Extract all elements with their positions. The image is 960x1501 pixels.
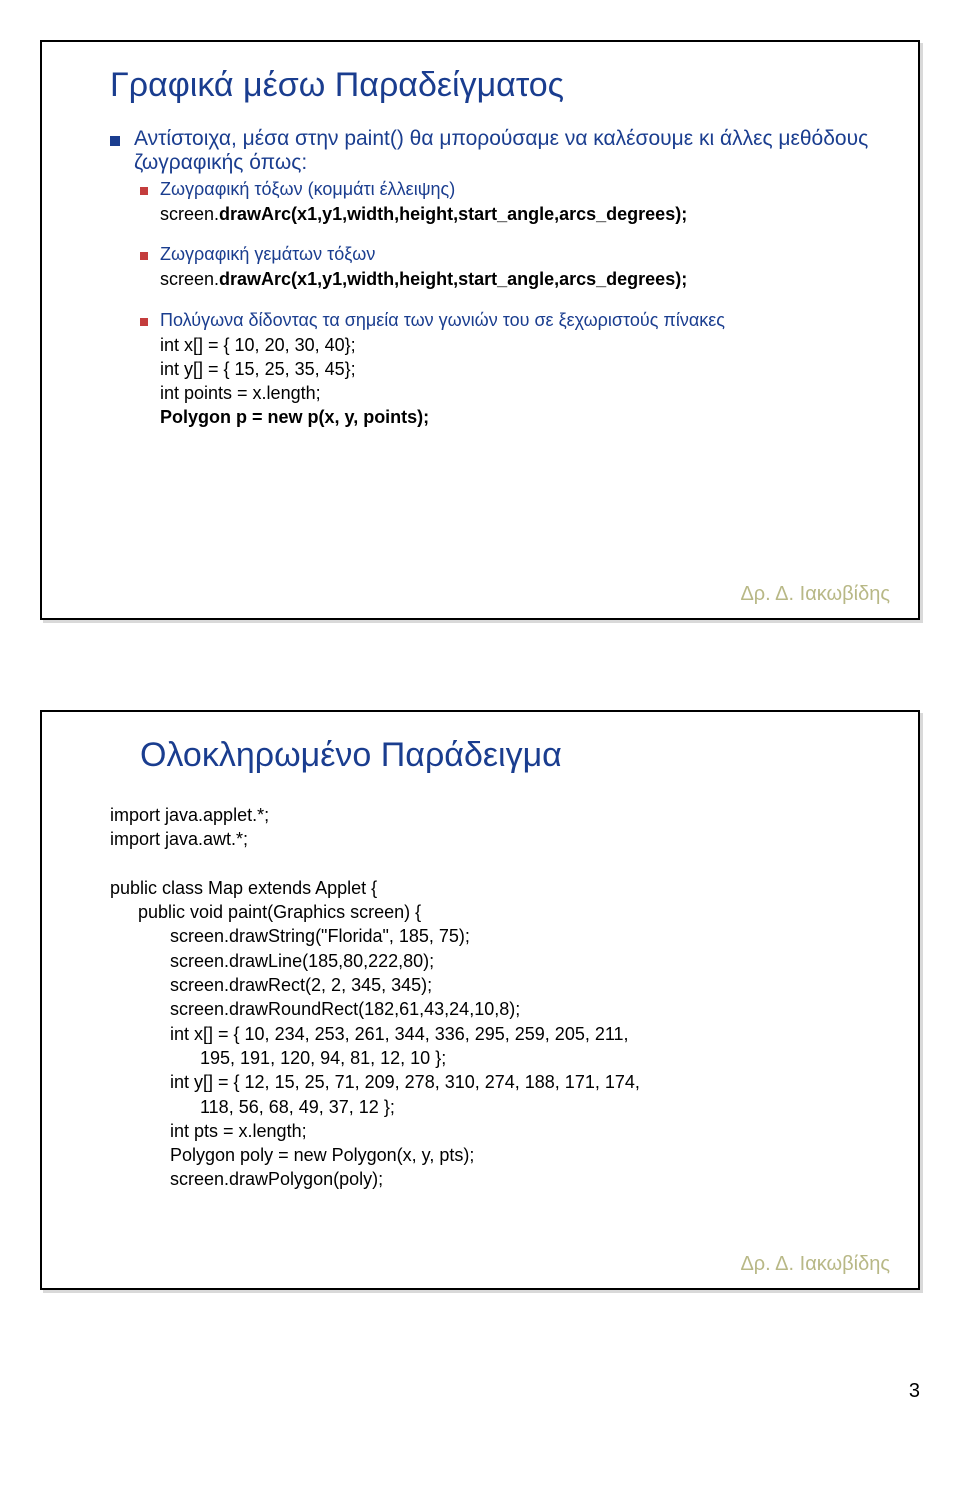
code-line: screen.drawLine(185,80,222,80); bbox=[110, 949, 890, 973]
square-icon bbox=[140, 318, 148, 326]
code-line: 118, 56, 68, 49, 37, 12 }; bbox=[110, 1095, 890, 1119]
code-block: import java.applet.*; import java.awt.*;… bbox=[110, 803, 890, 1192]
code-text-bold: drawArc(x1,y1,width,height,start_angle,a… bbox=[219, 269, 687, 289]
bullet-text: Ζωγραφική γεμάτων τόξων bbox=[160, 244, 375, 265]
code-fillarc: screen.drawArc(x1,y1,width,height,start_… bbox=[160, 267, 890, 291]
slide-content: Αντίστοιχα, μέσα στην paint() θα μπορούσ… bbox=[110, 127, 890, 430]
code-text: screen. bbox=[160, 204, 219, 224]
code-line: int y[] = { 15, 25, 35, 45}; bbox=[160, 359, 356, 379]
code-arc: screen.drawArc(x1,y1,width,height,start_… bbox=[160, 202, 890, 226]
code-line: int x[] = { 10, 234, 253, 261, 344, 336,… bbox=[110, 1022, 890, 1046]
code-line: Polygon poly = new Polygon(x, y, pts); bbox=[110, 1143, 890, 1167]
code-line: int y[] = { 12, 15, 25, 71, 209, 278, 31… bbox=[110, 1070, 890, 1094]
code-text: screen. bbox=[160, 269, 219, 289]
author-label: Δρ. Δ. Ιακωβίδης bbox=[740, 1253, 890, 1276]
bullet-fillarcs: Ζωγραφική γεμάτων τόξων bbox=[140, 244, 890, 265]
square-icon bbox=[140, 187, 148, 195]
intro-text: Αντίστοιχα, μέσα στην paint() θα μπορούσ… bbox=[134, 127, 890, 175]
code-line: int points = x.length; bbox=[160, 383, 321, 403]
code-line: public void paint(Graphics screen) { bbox=[110, 900, 890, 924]
code-polygon: int x[] = { 10, 20, 30, 40}; int y[] = {… bbox=[160, 333, 890, 430]
square-icon bbox=[140, 252, 148, 260]
slide-1: Γραφικά μέσω Παραδείγματος Αντίστοιχα, μ… bbox=[40, 40, 920, 620]
code-line: screen.drawRoundRect(182,61,43,24,10,8); bbox=[110, 997, 890, 1021]
slide-2: Ολοκληρωμένο Παράδειγμα import java.appl… bbox=[40, 710, 920, 1290]
code-line: 195, 191, 120, 94, 81, 12, 10 }; bbox=[110, 1046, 890, 1070]
square-icon bbox=[110, 136, 120, 146]
slide-title: Ολοκληρωμένο Παράδειγμα bbox=[140, 736, 890, 775]
code-text-bold: drawArc(x1,y1,width,height,start_angle,a… bbox=[219, 204, 687, 224]
code-line: public class Map extends Applet { bbox=[110, 878, 377, 898]
bullet-intro: Αντίστοιχα, μέσα στην paint() θα μπορούσ… bbox=[110, 127, 890, 175]
code-line: int pts = x.length; bbox=[110, 1119, 890, 1143]
bullet-text: Πολύγωνα δίδοντας τα σημεία των γωνιών τ… bbox=[160, 310, 725, 331]
code-line: screen.drawString("Florida", 185, 75); bbox=[110, 924, 890, 948]
code-line: int x[] = { 10, 20, 30, 40}; bbox=[160, 335, 356, 355]
bullet-polygon: Πολύγωνα δίδοντας τα σημεία των γωνιών τ… bbox=[140, 310, 890, 331]
code-line: screen.drawPolygon(poly); bbox=[110, 1167, 890, 1191]
page-number: 3 bbox=[0, 1380, 920, 1403]
bullet-arcs: Ζωγραφική τόξων (κομμάτι έλλειψης) bbox=[140, 179, 890, 200]
slide-title: Γραφικά μέσω Παραδείγματος bbox=[110, 66, 890, 105]
bullet-text: Ζωγραφική τόξων (κομμάτι έλλειψης) bbox=[160, 179, 455, 200]
code-line-bold: Polygon p = new p(x, y, points); bbox=[160, 407, 429, 427]
code-line: screen.drawRect(2, 2, 345, 345); bbox=[110, 973, 890, 997]
code-line: import java.applet.*; bbox=[110, 805, 269, 825]
author-label: Δρ. Δ. Ιακωβίδης bbox=[740, 583, 890, 606]
code-line: import java.awt.*; bbox=[110, 829, 248, 849]
